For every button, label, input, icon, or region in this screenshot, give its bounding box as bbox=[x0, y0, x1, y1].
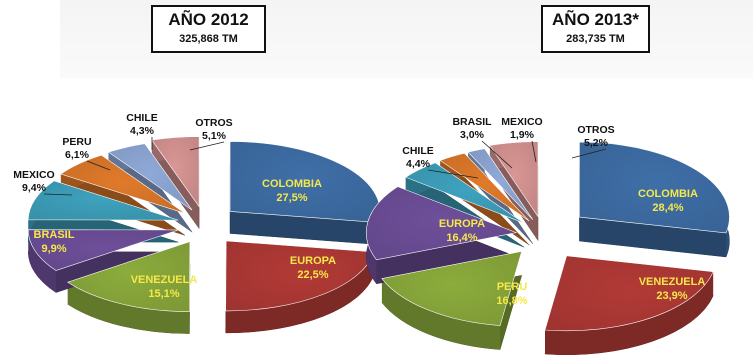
pie-slice-europa bbox=[366, 186, 518, 261]
slice-label-chile: CHILE bbox=[402, 145, 434, 157]
pie-slice-chile bbox=[404, 162, 525, 224]
slice-value-colombia: 28,4% bbox=[652, 202, 683, 214]
year-2013-title: AÑO 2013* bbox=[552, 10, 639, 29]
slice-label-peru: PERU bbox=[497, 281, 528, 293]
slice-value-brasil: 9,9% bbox=[41, 243, 66, 255]
leader-line-brasil bbox=[481, 140, 513, 169]
year-2012-title: AÑO 2012 bbox=[168, 10, 249, 29]
year-2013-box: AÑO 2013* 283,735 TM bbox=[541, 5, 650, 53]
pie-chart-0: COLOMBIA 27,5% EUROPA 22,5% VENEZUELA 15,1% BR… bbox=[13, 112, 381, 334]
pie-slice-venezuela bbox=[544, 255, 714, 332]
slice-value-colombia: 27,5% bbox=[276, 192, 307, 204]
slice-value-peru: 6,1% bbox=[65, 149, 90, 161]
slice-label-otros: OTROS bbox=[577, 124, 614, 136]
pie-slice-peru bbox=[381, 250, 523, 326]
slice-value-mexico: 9,4% bbox=[22, 182, 47, 194]
pie-slice-chile bbox=[107, 143, 193, 211]
pie-slice-edge-venezuela bbox=[67, 282, 190, 334]
leader-line-chile bbox=[427, 169, 479, 179]
year-2012-box: AÑO 2012 325,868 TM bbox=[151, 5, 266, 53]
slice-label-europa: EUROPA bbox=[290, 255, 336, 267]
slice-label-venezuela: VENEZUELA bbox=[639, 276, 706, 288]
slice-label-mexico: MEXICO bbox=[501, 116, 542, 128]
slice-label-colombia: COLOMBIA bbox=[638, 188, 698, 200]
slice-label-europa: EUROPA bbox=[439, 218, 485, 230]
slice-value-otros: 5,2% bbox=[584, 137, 609, 149]
pie-slice-mexico bbox=[467, 148, 534, 220]
year-2012-total: 325,868 TM bbox=[179, 33, 238, 45]
slice-label-otros: OTROS bbox=[195, 117, 232, 129]
pie-slice-brasil bbox=[439, 152, 530, 222]
pie-slice-peru bbox=[60, 154, 186, 214]
slice-label-brasil: BRASIL bbox=[34, 229, 75, 241]
pie-slice-edge-europa bbox=[225, 251, 375, 333]
slice-value-europa: 16,4% bbox=[446, 232, 477, 244]
pie-slice-venezuela bbox=[66, 241, 191, 312]
leader-line-otros bbox=[189, 141, 225, 151]
pie-slice-colombia bbox=[579, 141, 730, 234]
slice-value-mexico: 1,9% bbox=[510, 129, 535, 141]
leader-line-otros bbox=[571, 148, 607, 159]
slice-label-peru: PERU bbox=[62, 136, 91, 148]
leader-line-mexico bbox=[531, 140, 537, 163]
pie-slice-mexico bbox=[27, 180, 179, 221]
slice-label-chile: CHILE bbox=[126, 112, 158, 124]
slice-label-mexico: MEXICO bbox=[13, 169, 54, 181]
pie-slice-edge-brasil bbox=[28, 229, 56, 293]
slice-value-brasil: 3,0% bbox=[460, 129, 485, 141]
slice-value-venezuela: 23,9% bbox=[656, 290, 687, 302]
leader-line-mexico bbox=[43, 193, 73, 196]
leader-line-peru bbox=[86, 160, 111, 171]
slice-label-venezuela: VENEZUELA bbox=[131, 274, 198, 286]
slice-value-europa: 22,5% bbox=[297, 269, 328, 281]
slice-label-colombia: COLOMBIA bbox=[262, 178, 322, 190]
slice-value-venezuela: 15,1% bbox=[148, 288, 179, 300]
slice-value-otros: 5,1% bbox=[202, 130, 227, 142]
slice-label-brasil: BRASIL bbox=[452, 116, 492, 128]
pie-slice-otros bbox=[489, 141, 539, 218]
slice-value-peru: 16,8% bbox=[496, 295, 527, 307]
pie-slice-edge-venezuela bbox=[544, 271, 714, 355]
slice-value-chile: 4,4% bbox=[406, 158, 431, 170]
slice-value-chile: 4,3% bbox=[130, 125, 155, 137]
pie-chart-1: COLOMBIA 28,4% VENEZUELA 23,9% PERU 16,8% EURO… bbox=[366, 116, 730, 356]
pie-slice-brasil bbox=[27, 229, 179, 271]
pie-slice-edge-peru bbox=[381, 278, 501, 350]
year-2013-total: 283,735 TM bbox=[566, 33, 625, 45]
